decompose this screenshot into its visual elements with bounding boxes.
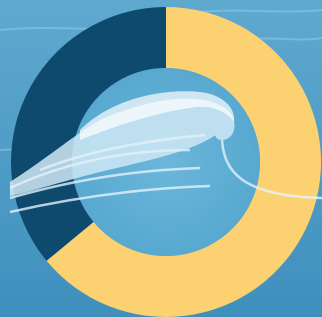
chart xyxy=(0,0,322,317)
